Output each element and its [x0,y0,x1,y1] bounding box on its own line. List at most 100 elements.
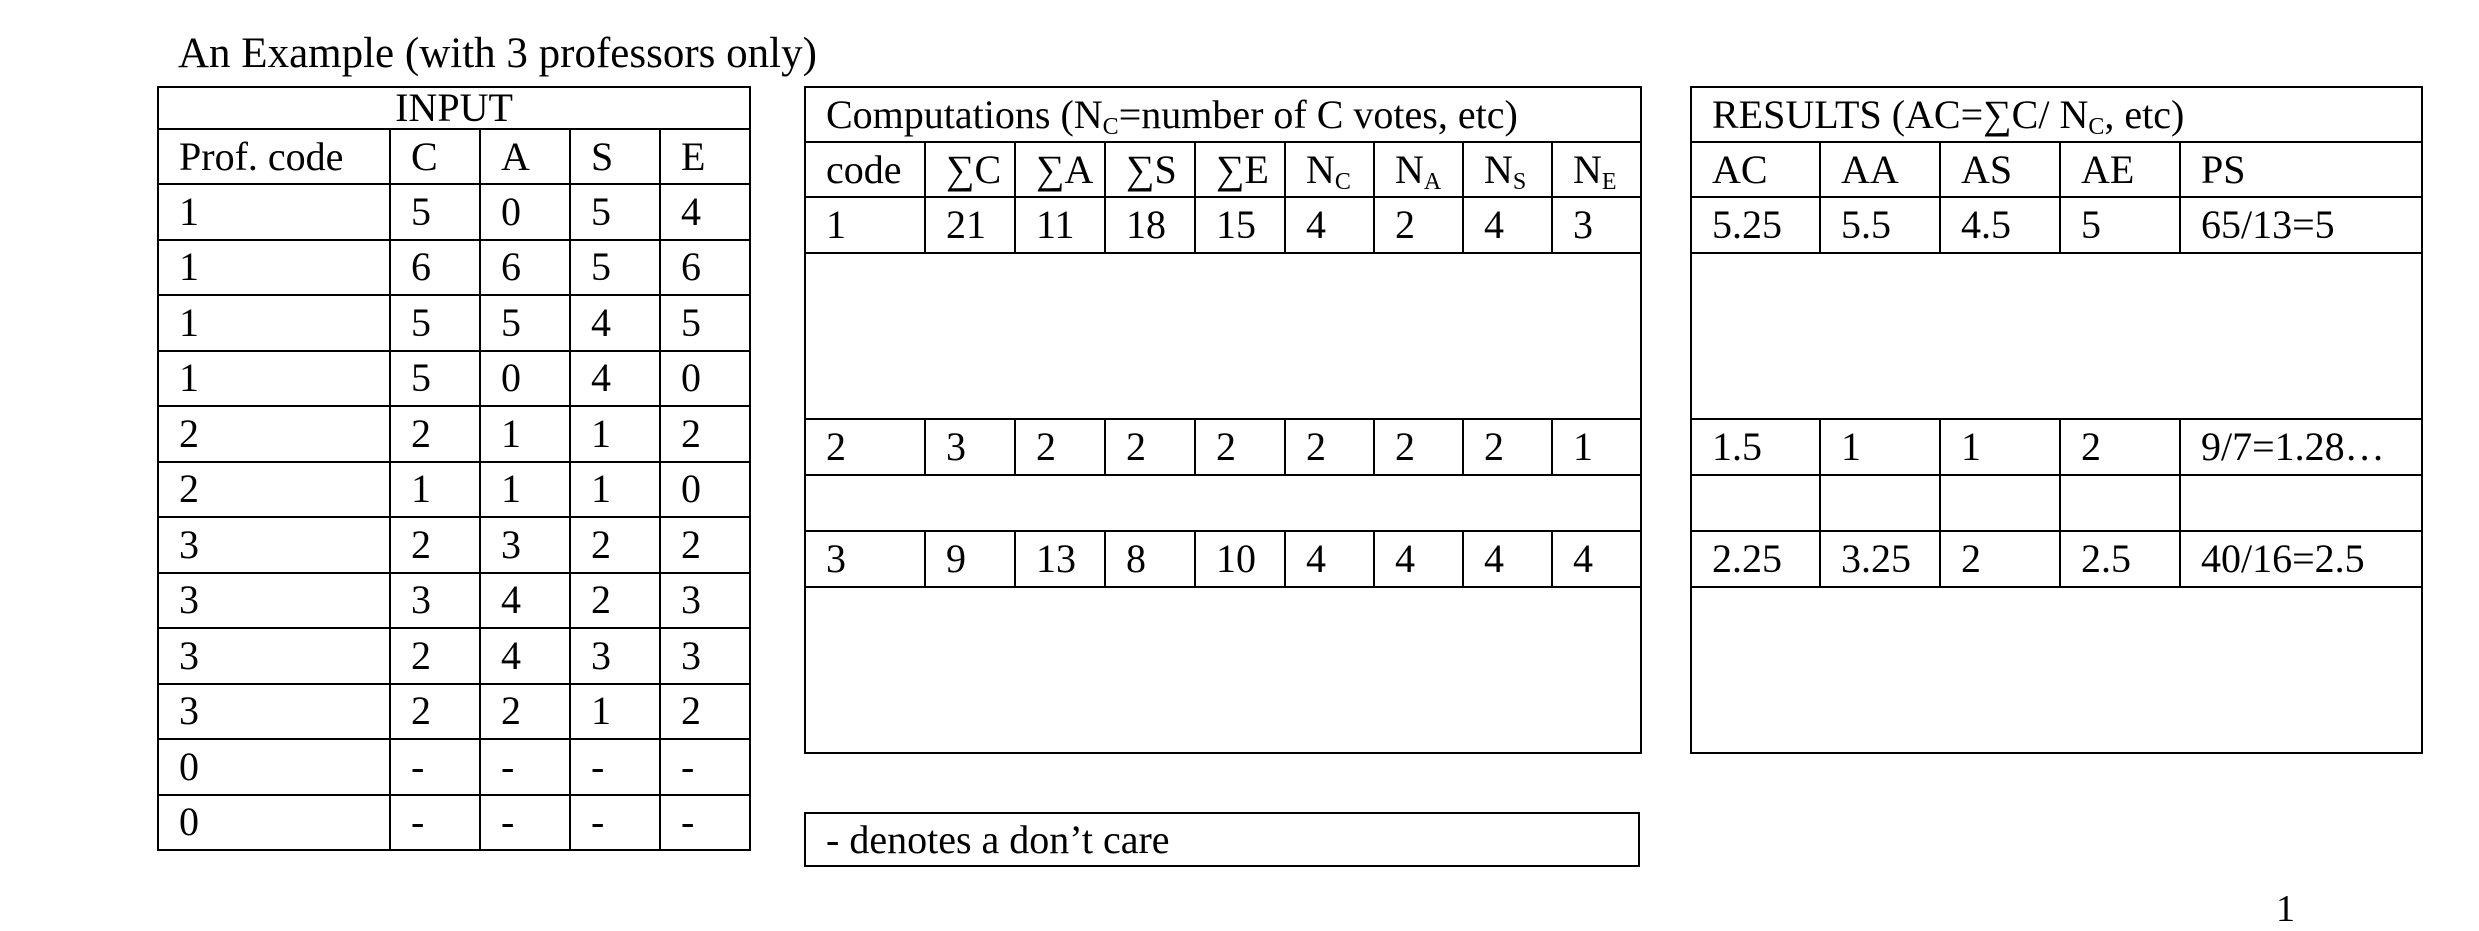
table-cell: 2 [389,405,481,463]
table-cell: 2 [389,627,481,685]
table-cell: - [658,738,752,796]
column-header: NE [1551,141,1642,198]
table-cell: 2.5 [2059,530,2181,588]
column-header: ∑A [1014,141,1106,198]
table-cell: 8 [1104,530,1196,588]
column-header: ∑C [924,141,1016,198]
table-cell: 4 [1462,530,1553,588]
blank-row [1690,474,2423,532]
table-title-row: INPUT [156,86,752,130]
blank-cell [804,474,1642,532]
table-cell: 2 [1194,418,1286,476]
blank-cell [804,252,1642,420]
table-cell: 1 [157,183,391,241]
table-cell: 1 [569,682,661,740]
header-row: AC AA AS AE PS [1690,141,2423,198]
blank-cell [1690,586,2423,754]
blank-row [1690,586,2423,754]
table-cell: 1 [479,405,571,463]
table-cell: 4 [1373,530,1464,588]
table-cell: 5 [389,349,481,407]
table-cell: - [569,793,661,851]
table-cell: 40/16=2.5 [2179,530,2423,588]
table-row: 3 9 13 8 10 4 4 4 4 [804,530,1642,588]
table-cell: - [479,793,571,851]
table-cell: 1 [157,238,391,296]
blank-row [1690,252,2423,420]
table-cell: 6 [479,238,571,296]
table-cell: 4 [1284,530,1375,588]
page-title: An Example (with 3 professors only) [178,30,817,77]
table-cell: 4 [479,627,571,685]
table-cell: 3 [157,682,391,740]
table-row: 1 21 11 18 15 4 2 4 3 [804,196,1642,254]
table-cell: 65/13=5 [2179,196,2423,254]
table-cell: 5 [389,294,481,352]
header-row: code ∑C ∑A ∑S ∑E NC NA NS NE [804,141,1642,198]
table-cell: 1 [1551,418,1642,476]
table-cell: 1 [157,294,391,352]
table-cell: 5 [479,294,571,352]
table-cell: 4 [1551,530,1642,588]
table-cell: 3 [569,627,661,685]
table-cell: 18 [1104,196,1196,254]
table-cell: 2 [1104,418,1196,476]
table-cell: 6 [658,238,752,296]
table-row: 5.25 5.5 4.5 5 65/13=5 [1690,196,2423,254]
table-cell: 2 [658,516,752,574]
table-cell: 5 [2059,196,2181,254]
table-cell: 1 [569,460,661,518]
column-header: PS [2179,141,2423,198]
table-cell: - [479,738,571,796]
table-cell: 1 [157,349,391,407]
column-header: AC [1690,141,1821,198]
table-cell: 5 [389,183,481,241]
table-cell: 5.5 [1819,196,1941,254]
table-cell: 5 [569,238,661,296]
column-header: C [389,128,481,185]
table-cell: 2 [569,516,661,574]
table-cell: 4.5 [1939,196,2061,254]
table-cell: - [389,738,481,796]
table-cell: 2 [1284,418,1375,476]
table-cell: 0 [479,349,571,407]
table-cell: 2 [658,682,752,740]
blank-cell [2059,474,2181,532]
table-cell: 3 [389,571,481,629]
table-cell: 1 [389,460,481,518]
blank-cell [1690,474,1821,532]
blank-cell [804,586,1642,754]
blank-cell [1819,474,1941,532]
computations-title: Computations (NC=number of C votes, etc) [804,86,1642,143]
blank-cell [1939,474,2061,532]
table-cell: 0 [658,460,752,518]
input-title: INPUT [156,86,752,130]
table-cell: 3 [658,627,752,685]
table-cell: 0 [658,349,752,407]
table-cell: 2 [157,405,391,463]
table-cell: 4 [658,183,752,241]
table-cell: 2 [157,460,391,518]
table-cell: 3 [1551,196,1642,254]
table-cell: 3.25 [1819,530,1941,588]
column-header: ∑E [1194,141,1286,198]
table-cell: 5.25 [1690,196,1821,254]
table-cell: 11 [1014,196,1106,254]
table-cell: 4 [569,294,661,352]
table-cell: 2 [389,682,481,740]
table-row: 0---- [157,738,752,796]
table-cell: 2 [1373,196,1464,254]
table-cell: 2 [569,571,661,629]
table-cell: 3 [479,516,571,574]
table-cell: 2 [389,516,481,574]
results-table: RESULTS (AC=∑C/ NC, etc) AC AA AS AE PS 5.25 5.… [1690,86,2423,754]
table-cell: 9/7=1.28… [2179,418,2423,476]
table-cell: 15 [1194,196,1286,254]
column-header: AE [2059,141,2181,198]
column-header: Prof. code [157,128,391,185]
